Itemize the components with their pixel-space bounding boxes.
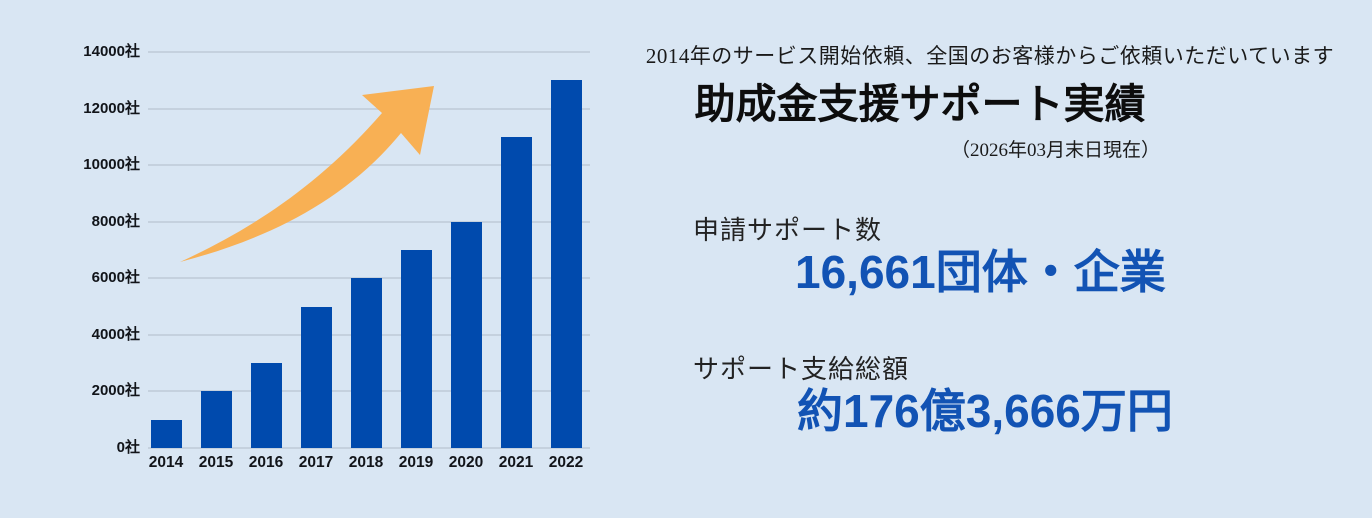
- x-axis-tick-label: 2016: [248, 454, 284, 471]
- metric-value-applications: 16,661団体・企業: [795, 246, 1166, 298]
- gridline: [148, 447, 590, 449]
- bar-2015: [200, 391, 232, 448]
- y-axis-tick-label: 12000社: [83, 99, 140, 117]
- page-title: 助成金支援サポート実績: [694, 81, 1146, 127]
- metric-label-total-amount: サポート支給総額: [693, 355, 910, 384]
- metric-label-applications: 申請サポート数: [693, 216, 883, 245]
- subtitle-text: 2014年のサービス開始依頼、全国のお客様からご依頼いただいています: [645, 44, 1335, 68]
- gridline: [148, 277, 590, 280]
- bar-2022: [550, 80, 582, 448]
- bar-2018: [350, 278, 382, 448]
- y-axis-tick-label: 14000社: [83, 43, 140, 60]
- x-axis-tick-label: 2020: [448, 454, 484, 471]
- bar-2019: [400, 250, 432, 448]
- x-axis-tick-label: 2015: [198, 454, 234, 471]
- bar-2020: [450, 221, 482, 448]
- y-axis-tick-label: 8000社: [91, 212, 140, 230]
- plot-area: [148, 51, 590, 449]
- bar-2021: [500, 136, 532, 448]
- x-axis-tick-label: 2018: [348, 454, 384, 471]
- support-results-bar-chart: 0社 2000社 4000社 6000社 8000社 10000社 12000社 14000社…: [60, 42, 600, 478]
- bar-2016: [250, 363, 282, 448]
- gridline: [148, 51, 590, 53]
- y-axis-tick-label: 10000社: [83, 156, 140, 174]
- x-axis-tick-label: 2017: [298, 454, 334, 471]
- bar-2014: [150, 419, 182, 448]
- y-axis-tick-label: 0社: [116, 439, 140, 456]
- x-axis-tick-label: 2021: [498, 454, 534, 471]
- y-axis-tick-label: 2000社: [91, 382, 140, 400]
- metric-value-total-amount: 約176億3,666万円: [797, 385, 1173, 437]
- x-axis-tick-label: 2014: [148, 454, 184, 471]
- gridline: [148, 107, 590, 110]
- bar-2017: [300, 306, 332, 448]
- y-axis-tick-label: 6000社: [91, 269, 140, 287]
- as-of-date: （2026年03月末日現在）: [950, 140, 1160, 162]
- x-axis-tick-label: 2019: [398, 454, 434, 471]
- x-axis-tick-label: 2022: [548, 454, 584, 471]
- title-block: 助成金支援サポート実績 （2026年03月末日現在）: [680, 80, 1161, 162]
- y-axis-tick-label: 4000社: [91, 325, 140, 343]
